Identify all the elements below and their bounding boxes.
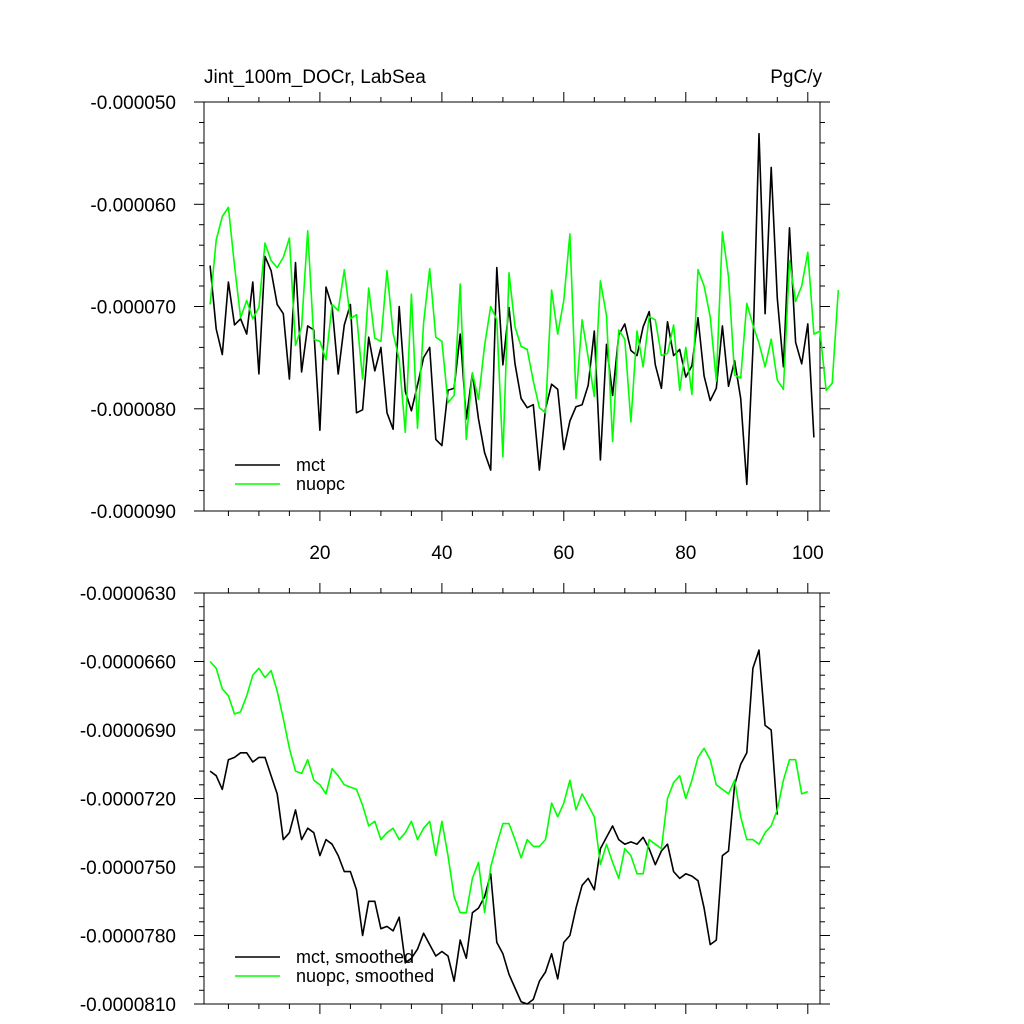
plot-frame (203, 592, 821, 1005)
y-tick-label: -0.000080 (90, 400, 176, 421)
y-tick-label: -0.000060 (90, 195, 176, 216)
x-tick-labels: 20 40 60 80 100 (309, 543, 823, 564)
x-tick-label: 20 (309, 543, 330, 564)
chart-units: PgC/y (770, 67, 822, 88)
y-tick-label: -0.0000690 (80, 721, 176, 742)
chart-title: Jint_100m_DOCr, LabSea (204, 67, 426, 88)
series-line-mct (209, 132, 815, 486)
tick-marks (194, 92, 830, 521)
series-line-nuopc (209, 206, 840, 458)
y-tick-label: -0.0000630 (80, 584, 176, 605)
x-tick-label: 80 (675, 543, 696, 564)
y-tick-label: -0.000050 (90, 93, 176, 114)
y-tick-label: -0.0000660 (80, 653, 176, 674)
y-tick-labels: -0.0000630 -0.0000660 -0.0000690 -0.0000720… (80, 584, 176, 1016)
x-tick-label: 60 (553, 543, 574, 564)
x-tick-label: 100 (792, 543, 824, 564)
y-tick-label: -0.0000810 (80, 995, 176, 1016)
y-tick-label: -0.0000780 (80, 927, 176, 948)
series-lines (209, 132, 840, 486)
tick-marks (194, 583, 830, 1014)
y-tick-labels: -0.000050 -0.000060 -0.000070 -0.000080 -0.0… (90, 93, 176, 523)
y-tick-label: -0.0000720 (80, 790, 176, 811)
y-tick-label: -0.0000750 (80, 858, 176, 879)
chart-top: Jint_100m_DOCr, LabSea PgC/y -0.000050-0… (90, 67, 840, 564)
series-line-nuopc-smoothed (209, 660, 809, 914)
chart-bottom: -0.0000630 -0.0000660 -0.0000690 -0.0000720… (80, 583, 830, 1016)
legend-label: nuopc (296, 474, 345, 494)
legend-label: nuopc, smoothed (296, 966, 434, 986)
series-lines (209, 649, 809, 1005)
legend-label: mct, smoothed (296, 947, 414, 967)
series-line-mct-smoothed (209, 649, 779, 1005)
y-tick-label: -0.000070 (90, 298, 176, 319)
x-tick-label: 40 (431, 543, 452, 564)
y-tick-label: -0.000090 (90, 502, 176, 523)
legend-label: mct (296, 455, 325, 475)
